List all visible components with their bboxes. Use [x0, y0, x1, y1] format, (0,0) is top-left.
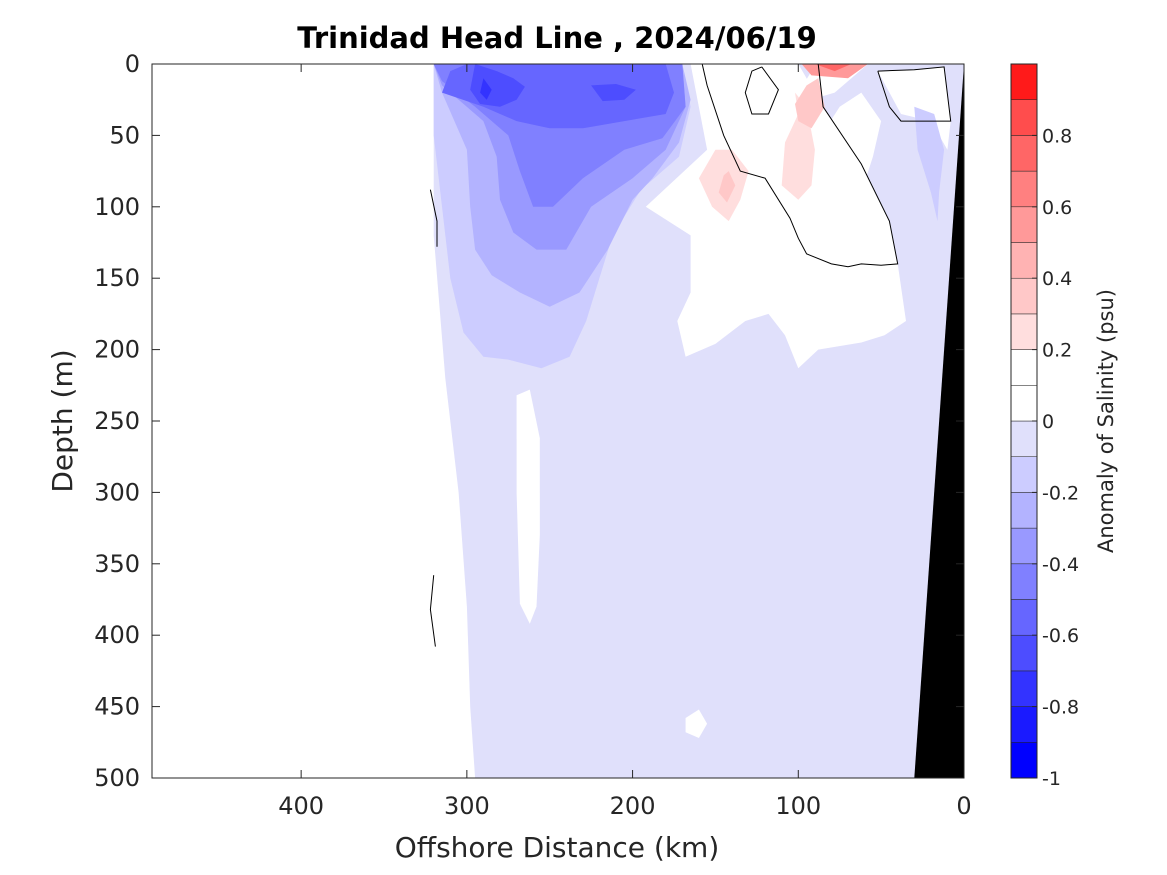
x-tick-label-300: 300 [444, 792, 490, 820]
contour-region-6 [914, 106, 945, 222]
chart-title: Trinidad Head Line , 2024/06/19 [297, 21, 817, 55]
bathymetry-layer [914, 64, 964, 778]
zero-contour-line-0 [701, 64, 899, 268]
colorbar-tick-label-6: -0.4 [1042, 554, 1079, 576]
colorbar-tick-label-5: -0.2 [1042, 482, 1079, 504]
x-tick-label-400: 400 [278, 792, 324, 820]
contour-region-13 [480, 78, 492, 100]
colorbar-segment-18 [1010, 99, 1038, 136]
colorbar-segment-0 [1010, 742, 1038, 779]
colorbar-tick-label-2: 0.4 [1042, 268, 1072, 290]
bathymetry-shelf [914, 64, 964, 778]
contour-region-4 [685, 709, 708, 738]
colorbar-segment-13 [1010, 277, 1038, 315]
colorbar-segment-2 [1010, 670, 1038, 707]
colorbar-segment-11 [1010, 349, 1038, 386]
y-tick-label-200: 200 [94, 336, 140, 364]
colorbar-tick-label-8: -0.8 [1042, 697, 1079, 719]
colorbar-segment-19 [1010, 63, 1038, 100]
colorbar-segment-1 [1010, 706, 1038, 743]
x-axis-title: Offshore Distance (km) [395, 831, 720, 864]
colorbar-tick-label-0: 0.8 [1042, 125, 1072, 147]
y-axis-ticks: 0 50 100 150 200 250 300 350 400 450 500 [94, 50, 964, 792]
zero-contour-line-3 [429, 189, 438, 247]
contour-region-17 [718, 171, 736, 203]
y-tick-label-400: 400 [94, 621, 140, 649]
colorbar-tick-label-1: 0.6 [1042, 197, 1072, 219]
y-tick-label-0: 0 [125, 50, 140, 78]
y-tick-label-100: 100 [94, 193, 140, 221]
colorbar-tick-label-3: 0.2 [1042, 340, 1072, 362]
colorbar-tick-label-4: 0 [1042, 411, 1054, 433]
colorbar-segment-10 [1010, 385, 1038, 422]
contour-fill-layer [433, 64, 964, 778]
colorbar-title: Anomaly of Salinity (psu) [1094, 289, 1118, 553]
y-tick-label-350: 350 [94, 550, 140, 578]
x-tick-label-200: 200 [610, 792, 656, 820]
colorbar: 0.8 0.6 0.4 0.2 0 -0.2 -0.4 -0.6 -0.8 -1 [1010, 63, 1079, 790]
colorbar-segment-9 [1010, 420, 1038, 457]
colorbar-segment-16 [1010, 170, 1038, 208]
colorbar-segment-14 [1010, 242, 1038, 279]
y-tick-label-450: 450 [94, 693, 140, 721]
y-axis-title: Depth (m) [46, 349, 79, 492]
colorbar-segment-8 [1010, 456, 1038, 493]
colorbar-segment-3 [1010, 634, 1038, 672]
colorbar-segment-6 [1010, 527, 1038, 565]
colorbar-segment-5 [1010, 563, 1038, 600]
y-tick-label-500: 500 [94, 764, 140, 792]
x-tick-label-0: 0 [956, 792, 971, 820]
y-tick-label-300: 300 [94, 478, 140, 506]
y-tick-label-150: 150 [94, 264, 140, 292]
colorbar-tick-label-7: -0.6 [1042, 625, 1079, 647]
colorbar-tick-label-9: -1 [1042, 768, 1061, 790]
colorbar-segment-17 [1010, 135, 1038, 172]
colorbar-segment-12 [1010, 313, 1038, 350]
contour-region-12 [591, 84, 636, 102]
contour-region-1 [516, 389, 540, 624]
x-axis-ticks: 400 300 200 100 0 [278, 64, 972, 820]
zero-contour-line-1 [744, 66, 779, 115]
colorbar-segment-15 [1010, 206, 1038, 243]
colorbar-segment-7 [1010, 492, 1038, 529]
y-tick-label-50: 50 [109, 121, 140, 149]
colorbar-segment-4 [1010, 599, 1038, 636]
zero-contour-layer [429, 64, 952, 647]
contour-region-3 [877, 66, 951, 150]
contour-region-18 [795, 78, 825, 129]
zero-contour-line-4 [429, 575, 436, 647]
contour-region-20 [814, 64, 852, 72]
zero-contour-line-2 [877, 66, 952, 122]
y-tick-label-250: 250 [94, 407, 140, 435]
x-tick-label-100: 100 [775, 792, 821, 820]
